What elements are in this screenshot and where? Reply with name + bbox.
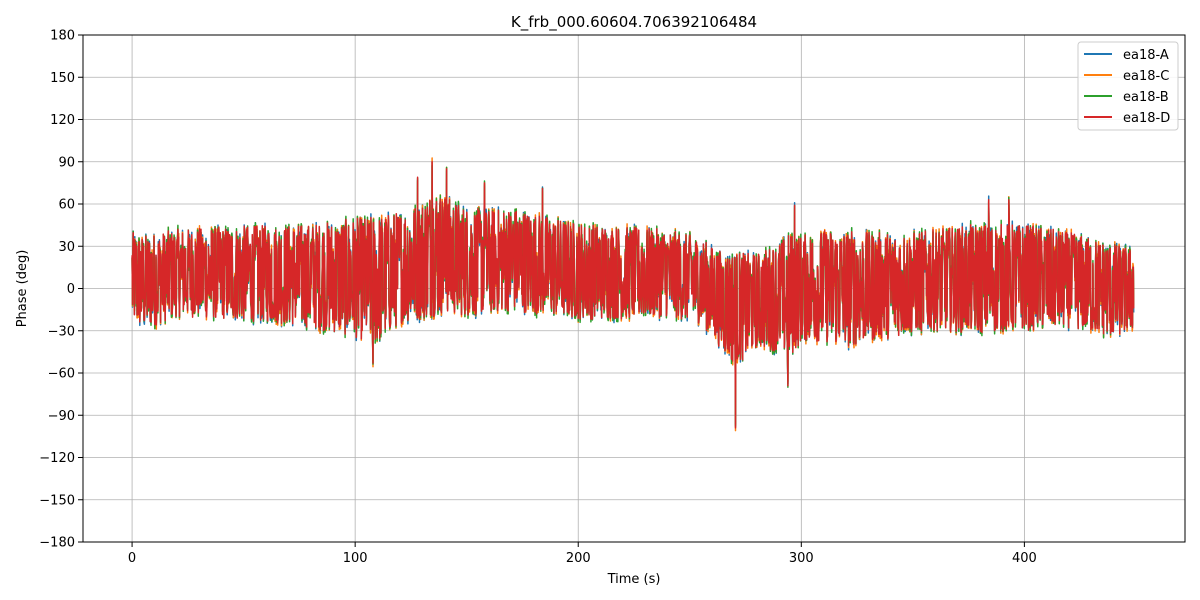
y-tick-label: −150 (39, 493, 75, 508)
y-tick-label: 180 (50, 29, 75, 44)
y-tick-label: −60 (48, 367, 75, 382)
y-tick-label: −90 (48, 409, 75, 424)
x-axis-label: Time (s) (607, 572, 661, 587)
legend-entry: ea18-D (1123, 111, 1170, 126)
y-tick-label: −120 (39, 451, 75, 466)
y-axis-label: Phase (deg) (15, 250, 30, 328)
y-tick-label: 60 (58, 198, 75, 213)
x-tick-label: 300 (789, 551, 814, 566)
y-tick-label: −180 (39, 536, 75, 551)
legend-box (1077, 41, 1179, 131)
series-layer (131, 157, 1135, 432)
y-tick-label: 150 (50, 71, 75, 86)
x-tick-label: 0 (128, 551, 136, 566)
chart-title: K_frb_000.60604.706392106484 (511, 13, 757, 32)
legend-entry: ea18-B (1123, 90, 1169, 105)
y-tick-label: 30 (58, 240, 75, 255)
y-tick-label: 0 (67, 282, 75, 297)
legend-entry: ea18-A (1123, 48, 1169, 63)
x-tick-label: 100 (343, 551, 368, 566)
x-tick-label: 200 (566, 551, 591, 566)
y-tick-label: −30 (48, 324, 75, 339)
legend: ea18-A ea18-C ea18-B ea18-D (1077, 41, 1179, 131)
x-tick-label: 400 (1012, 551, 1037, 566)
series-line-ea18-D (131, 161, 1135, 429)
y-tick-label: 90 (58, 155, 75, 170)
legend-entry: ea18-C (1123, 69, 1169, 84)
y-tick-label: 120 (50, 113, 75, 128)
ticks: 0 100 200 300 400 −180 −150 −120 −90 −60 −30 0 30 60 9… (39, 29, 1037, 567)
